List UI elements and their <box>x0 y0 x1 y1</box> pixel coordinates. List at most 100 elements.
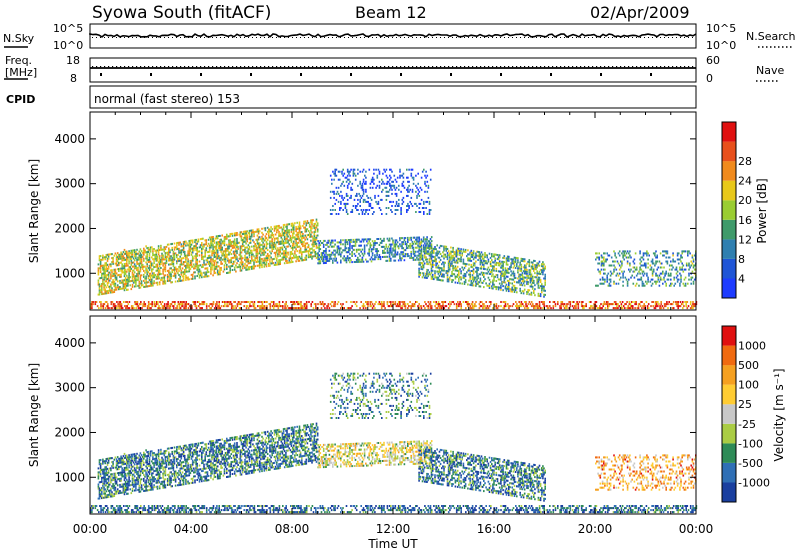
echo-cell <box>434 260 436 263</box>
echo-cell <box>102 258 104 261</box>
echo-cell <box>205 247 208 250</box>
echo-cell <box>331 178 333 181</box>
echo-cell <box>194 241 196 244</box>
echo-cell <box>232 256 235 259</box>
echo-cell <box>403 186 406 189</box>
echo-cell <box>478 251 481 254</box>
echo-cell <box>410 257 412 259</box>
nsearch-dot <box>440 37 441 38</box>
echo-cell <box>424 242 426 245</box>
echo-cell <box>476 283 478 285</box>
echo-cell <box>256 228 259 231</box>
echo-cell <box>295 248 297 251</box>
echo-cell <box>363 238 366 241</box>
echo-cell <box>196 242 198 245</box>
echo-cell <box>391 180 393 183</box>
echo-cell <box>221 246 223 249</box>
echo-cell <box>621 270 623 273</box>
beam-title: Beam 12 <box>355 3 427 22</box>
echo-cell <box>407 205 409 207</box>
echo-cell <box>145 245 147 248</box>
echo-cell <box>477 277 479 280</box>
echo-cell <box>509 268 511 271</box>
echo-cell <box>390 186 392 189</box>
echo-cell <box>196 266 198 269</box>
echo-cell <box>247 250 250 253</box>
nave-dot <box>440 66 442 68</box>
echo-cell <box>455 255 458 258</box>
echo-cell <box>384 247 386 250</box>
echo-cell <box>436 270 438 273</box>
echo-cell <box>299 227 302 230</box>
echo-cell <box>640 256 643 259</box>
echo-cell <box>484 262 486 265</box>
echo-cell <box>670 272 672 275</box>
echo-cell <box>290 228 293 231</box>
echo-cell <box>153 303 156 306</box>
echo-cell <box>394 249 397 252</box>
echo-cell <box>476 268 478 271</box>
echo-cell <box>407 241 409 243</box>
nsearch-dot <box>392 37 393 38</box>
echo-cell <box>130 259 133 262</box>
echo-cell <box>120 275 122 278</box>
echo-cell <box>265 255 268 258</box>
echo-cell <box>543 277 545 280</box>
echo-cell <box>375 248 377 251</box>
echo-cell <box>174 252 177 255</box>
echo-cell <box>169 275 171 278</box>
echo-cell <box>657 278 660 281</box>
echo-cell <box>345 259 348 262</box>
echo-cell <box>247 266 250 269</box>
echo-cell <box>285 254 287 256</box>
echo-cell <box>498 278 501 281</box>
echo-cell <box>136 303 139 306</box>
echo-cell <box>317 258 319 261</box>
nave-dot <box>256 66 258 68</box>
echo-cell <box>455 253 458 256</box>
echo-cell <box>154 265 156 268</box>
echo-cell <box>202 245 204 248</box>
echo-cell <box>425 238 427 241</box>
echo-cell <box>354 178 357 181</box>
freq-dropout <box>200 73 202 76</box>
nsky-tick-bottom: 10^0 <box>53 39 83 52</box>
echo-cell <box>253 263 255 266</box>
echo-cell <box>168 247 170 250</box>
echo-cell <box>197 272 200 275</box>
echo-cell <box>252 229 254 232</box>
echo-cell <box>316 234 319 237</box>
echo-cell <box>302 245 304 248</box>
echo-cell <box>462 262 465 265</box>
echo-cell <box>680 278 682 281</box>
echo-cell <box>463 283 466 285</box>
echo-cell <box>406 205 408 207</box>
echo-cell <box>484 252 486 254</box>
echo-cell <box>286 255 288 258</box>
echo-cell <box>122 285 125 288</box>
echo-cell <box>278 251 280 254</box>
nsearch-dot <box>164 37 165 38</box>
echo-cell <box>471 278 474 281</box>
echo-cell <box>188 266 191 269</box>
echo-cell <box>350 196 352 199</box>
echo-cell <box>173 270 176 273</box>
nave-dot <box>516 66 518 68</box>
echo-cell <box>475 276 477 279</box>
echo-cell <box>419 271 421 274</box>
echo-cell <box>276 263 278 266</box>
nave-dot <box>340 66 342 68</box>
echo-cell <box>158 283 161 286</box>
echo-cell <box>215 267 218 270</box>
echo-cell <box>513 274 516 277</box>
echo-cell <box>365 200 367 203</box>
echo-cell <box>101 283 103 285</box>
echo-cell <box>141 266 144 268</box>
echo-cell <box>511 278 513 281</box>
freq-dropout <box>100 73 102 76</box>
echo-cell <box>286 237 288 240</box>
echo-cell <box>233 242 236 245</box>
echo-cell <box>120 273 122 276</box>
echo-cell <box>105 266 108 269</box>
echo-cell <box>251 255 253 258</box>
